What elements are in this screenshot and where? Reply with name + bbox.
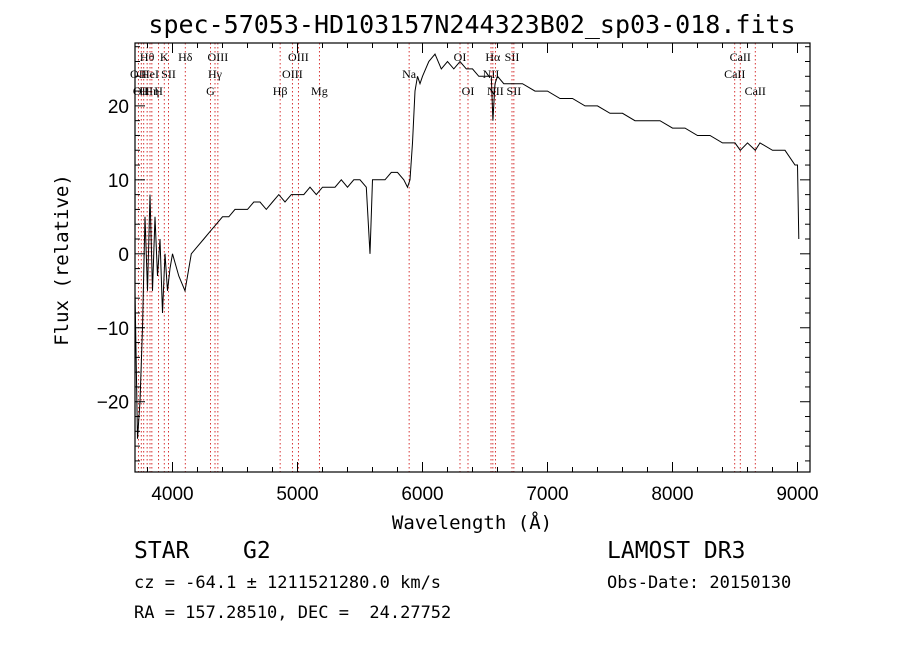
spectrum-chart: spec-57053-HD103157N244323B02_sp03-018.f…	[51, 10, 819, 534]
spectral-line-label-7: K	[160, 50, 169, 64]
y-tick-label--20: −20	[97, 393, 129, 414]
y-tick-label-0: 0	[118, 245, 129, 266]
axis-ticks: 4000 5000 6000 7000 8000 9000 −20 −10 0 10 20	[97, 43, 819, 505]
chart-title: spec-57053-HD103157N244323B02_sp03-018.f…	[148, 10, 795, 39]
y-tick-label-20: 20	[108, 97, 129, 118]
spectral-line-label-10: G	[206, 84, 215, 98]
spectral-line-label-1: OII	[133, 84, 150, 98]
observation-date: Obs-Date: 20150130	[607, 573, 792, 593]
spectral-line-label-20: NII	[483, 67, 500, 81]
spectral-line-label-26: CaII	[730, 50, 751, 64]
object-class: STAR	[134, 538, 190, 564]
x-axis-title: Wavelength (Å)	[392, 511, 552, 534]
spectral-line-label-23: SII	[505, 50, 520, 64]
x-tick-label-7000: 7000	[526, 484, 568, 505]
spectral-line-markers: OIIOIIHHθHeIHηHKSIIHδGHγOIIIHβOIIIOIIIMg…	[130, 43, 766, 472]
object-subclass: G2	[243, 538, 271, 564]
x-tick-label-4000: 4000	[151, 484, 193, 505]
spectral-line-label-8: SII	[161, 67, 176, 81]
x-tick-label-8000: 8000	[651, 484, 693, 505]
spectral-line-label-9: Hδ	[178, 50, 193, 64]
spectral-line-label-27: CaII	[745, 84, 766, 98]
spectral-line-label-6: H	[154, 84, 163, 98]
redshift-readout: cz = -64.1 ± 1211521280.0 km/s	[134, 573, 442, 593]
survey-name: LAMOST DR3	[607, 538, 746, 564]
spectral-line-label-24: SII	[507, 84, 522, 98]
plot-frame	[134, 42, 811, 473]
coordinates-readout: RA = 157.28510, DEC = 24.27752	[134, 603, 452, 623]
y-tick-label-10: 10	[108, 171, 129, 192]
spectral-line-label-17: Na	[402, 67, 417, 81]
spectral-line-label-12: OIII	[208, 50, 229, 64]
spectral-line-label-21: Hα	[485, 50, 501, 64]
spectral-line-label-25: CaII	[724, 67, 745, 81]
spectral-line-label-16: Mg	[311, 84, 328, 98]
x-tick-label-6000: 6000	[401, 484, 443, 505]
spectral-line-label-18: OI	[454, 50, 467, 64]
spectral-line-label-15: OIII	[288, 50, 309, 64]
spectral-line-label-3: Hθ	[140, 50, 155, 64]
spectral-line-label-13: Hβ	[273, 84, 288, 98]
spectral-line-label-0: OII	[130, 67, 147, 81]
spectral-line-label-22: NII	[487, 84, 504, 98]
spectral-line-label-11: Hγ	[208, 67, 223, 81]
x-tick-label-5000: 5000	[276, 484, 318, 505]
spectral-line-label-5: Hη	[144, 84, 159, 98]
y-tick-label--10: −10	[97, 319, 129, 340]
spectral-line-label-2: H	[139, 84, 148, 98]
spectrum-series-line	[134, 53, 800, 439]
spectral-line-label-14: OIII	[282, 67, 303, 81]
y-axis-title: Flux (relative)	[51, 174, 73, 346]
x-tick-label-9000: 9000	[776, 484, 818, 505]
spectral-line-label-19: OI	[462, 84, 475, 98]
spectral-line-label-4: HeI	[141, 67, 159, 81]
